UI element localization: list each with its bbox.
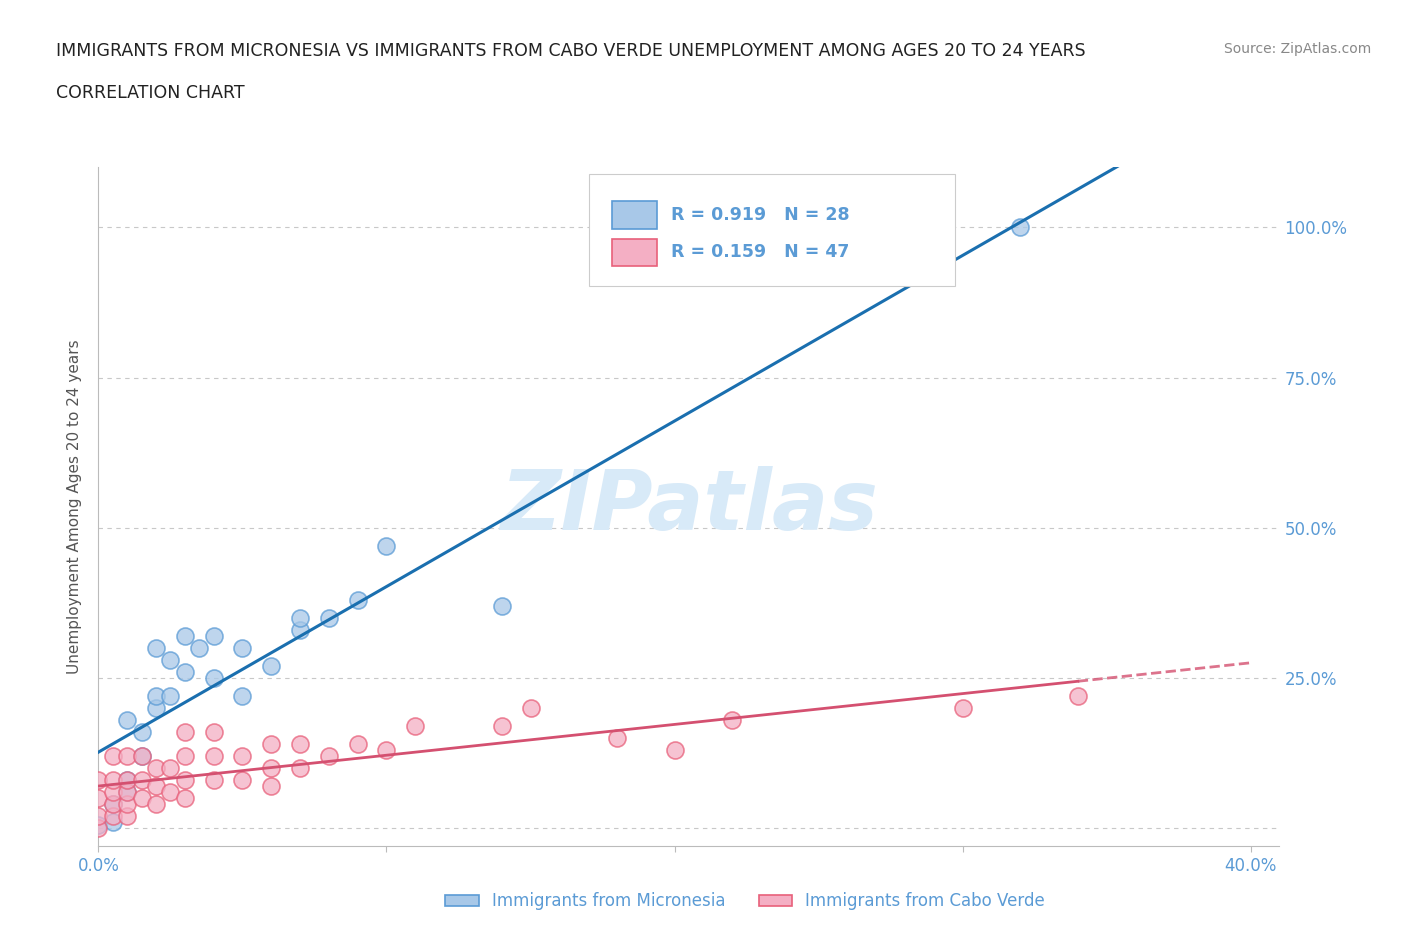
Point: [115, 797, 138, 812]
Point: [87, 790, 110, 805]
Point: [721, 712, 744, 727]
Point: [375, 743, 398, 758]
Point: [491, 719, 513, 734]
Point: [131, 749, 153, 764]
Text: ZIPatlas: ZIPatlas: [501, 466, 877, 548]
Point: [173, 629, 195, 644]
Point: [101, 785, 124, 800]
Point: [404, 719, 426, 734]
Point: [101, 749, 124, 764]
Point: [145, 778, 167, 793]
Point: [519, 700, 541, 715]
Point: [1067, 688, 1090, 703]
Point: [173, 665, 195, 680]
Point: [288, 622, 311, 637]
Point: [231, 688, 253, 703]
FancyBboxPatch shape: [612, 239, 657, 266]
Point: [87, 817, 110, 832]
Point: [101, 797, 124, 812]
Point: [288, 761, 311, 776]
Point: [231, 773, 253, 788]
Text: R = 0.919   N = 28: R = 0.919 N = 28: [671, 206, 849, 224]
Point: [260, 761, 283, 776]
Point: [115, 785, 138, 800]
Point: [231, 749, 253, 764]
Point: [87, 809, 110, 824]
Point: [131, 790, 153, 805]
Point: [202, 671, 225, 685]
Point: [664, 743, 686, 758]
Point: [159, 653, 181, 668]
Point: [173, 749, 195, 764]
Point: [318, 611, 340, 626]
Point: [101, 797, 124, 812]
Point: [346, 737, 368, 751]
Point: [159, 761, 181, 776]
Point: [375, 538, 398, 553]
Text: Source: ZipAtlas.com: Source: ZipAtlas.com: [1223, 42, 1371, 56]
Point: [115, 712, 138, 727]
Point: [115, 809, 138, 824]
Point: [288, 737, 311, 751]
Point: [159, 785, 181, 800]
Point: [145, 797, 167, 812]
Point: [115, 785, 138, 800]
Point: [87, 821, 110, 836]
Point: [145, 641, 167, 656]
Point: [159, 688, 181, 703]
Point: [1010, 220, 1032, 235]
Point: [173, 724, 195, 739]
Point: [188, 641, 211, 656]
Point: [231, 641, 253, 656]
Legend: Immigrants from Micronesia, Immigrants from Cabo Verde: Immigrants from Micronesia, Immigrants f…: [439, 885, 1052, 917]
Point: [145, 688, 167, 703]
Y-axis label: Unemployment Among Ages 20 to 24 years: Unemployment Among Ages 20 to 24 years: [67, 339, 83, 674]
Point: [115, 773, 138, 788]
Point: [318, 749, 340, 764]
Point: [260, 658, 283, 673]
Point: [173, 790, 195, 805]
Point: [101, 809, 124, 824]
Point: [202, 724, 225, 739]
Point: [131, 724, 153, 739]
Point: [145, 761, 167, 776]
Point: [87, 773, 110, 788]
Point: [173, 773, 195, 788]
FancyBboxPatch shape: [612, 202, 657, 229]
Text: CORRELATION CHART: CORRELATION CHART: [56, 84, 245, 101]
Point: [288, 611, 311, 626]
Point: [202, 773, 225, 788]
Point: [952, 700, 974, 715]
Text: R = 0.159   N = 47: R = 0.159 N = 47: [671, 244, 849, 261]
FancyBboxPatch shape: [589, 174, 955, 286]
Point: [115, 773, 138, 788]
Text: IMMIGRANTS FROM MICRONESIA VS IMMIGRANTS FROM CABO VERDE UNEMPLOYMENT AMONG AGES: IMMIGRANTS FROM MICRONESIA VS IMMIGRANTS…: [56, 42, 1085, 60]
Point: [346, 592, 368, 607]
Point: [260, 737, 283, 751]
Point: [260, 778, 283, 793]
Point: [202, 629, 225, 644]
Point: [101, 815, 124, 830]
Point: [491, 599, 513, 614]
Point: [131, 749, 153, 764]
Point: [606, 731, 628, 746]
Point: [131, 773, 153, 788]
Point: [101, 773, 124, 788]
Point: [145, 700, 167, 715]
Point: [115, 749, 138, 764]
Point: [202, 749, 225, 764]
